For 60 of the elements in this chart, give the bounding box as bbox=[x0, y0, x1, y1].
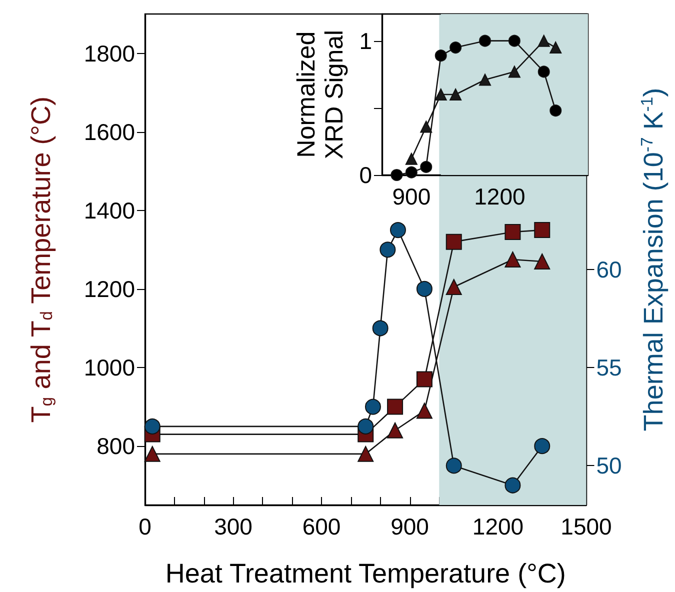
y-tick-label: 1 bbox=[359, 28, 372, 54]
x-tick-label: 1500 bbox=[560, 514, 612, 540]
point bbox=[416, 402, 432, 419]
point bbox=[405, 166, 418, 178]
point bbox=[358, 418, 374, 434]
y2-tick-label: 55 bbox=[596, 354, 622, 381]
point bbox=[144, 446, 160, 462]
x-tick-label: 600 bbox=[302, 514, 341, 540]
x-tick-label: 900 bbox=[390, 514, 429, 540]
point bbox=[479, 34, 491, 47]
point bbox=[550, 104, 562, 117]
x-tick-label: 1200 bbox=[472, 514, 524, 540]
point bbox=[450, 42, 462, 54]
point bbox=[538, 34, 550, 47]
y2-tick-label: 60 bbox=[596, 256, 622, 282]
point bbox=[450, 88, 462, 100]
point bbox=[434, 88, 447, 100]
point bbox=[416, 371, 432, 388]
point bbox=[504, 252, 521, 268]
y2-tick-label: 50 bbox=[596, 452, 622, 479]
point bbox=[538, 66, 550, 78]
point bbox=[446, 234, 462, 250]
point bbox=[390, 222, 406, 238]
point bbox=[534, 253, 550, 270]
y-tick-label: 1200 bbox=[84, 276, 135, 302]
point bbox=[416, 280, 432, 297]
point bbox=[534, 438, 550, 454]
point bbox=[420, 120, 432, 133]
x-tick-label: 900 bbox=[392, 184, 431, 210]
point bbox=[434, 50, 447, 62]
y-tick-label: 1000 bbox=[84, 354, 135, 381]
y-tick-label: 1400 bbox=[84, 197, 135, 224]
x-tick-label: 300 bbox=[214, 514, 252, 540]
y2-axis-title: Thermal Expansion (10-7 K-1) bbox=[637, 88, 668, 432]
point bbox=[420, 160, 432, 173]
point bbox=[405, 152, 418, 165]
y-axis-title: Normalized XRD Signal bbox=[292, 30, 348, 160]
point bbox=[364, 398, 381, 415]
point bbox=[144, 418, 160, 434]
point bbox=[550, 42, 562, 54]
point bbox=[446, 458, 462, 474]
point bbox=[504, 224, 521, 240]
point bbox=[387, 398, 404, 415]
point bbox=[446, 278, 462, 295]
point bbox=[479, 74, 491, 86]
y-tick-label: 1600 bbox=[84, 118, 135, 145]
point bbox=[508, 66, 520, 78]
point bbox=[372, 320, 388, 336]
y-tick-label: 1800 bbox=[84, 40, 135, 66]
y-tick-label: 800 bbox=[96, 433, 135, 460]
x-axis-title: Heat Treatment Temperature (°C) bbox=[165, 558, 566, 588]
x-tick-label: 0 bbox=[138, 514, 152, 540]
point bbox=[504, 477, 521, 494]
point bbox=[508, 34, 520, 47]
point bbox=[358, 446, 374, 462]
y-axis-title: Tg and Td Temperature (°C) bbox=[26, 96, 56, 423]
point bbox=[387, 422, 404, 438]
point bbox=[390, 169, 403, 181]
point bbox=[534, 222, 550, 238]
point bbox=[380, 242, 396, 258]
